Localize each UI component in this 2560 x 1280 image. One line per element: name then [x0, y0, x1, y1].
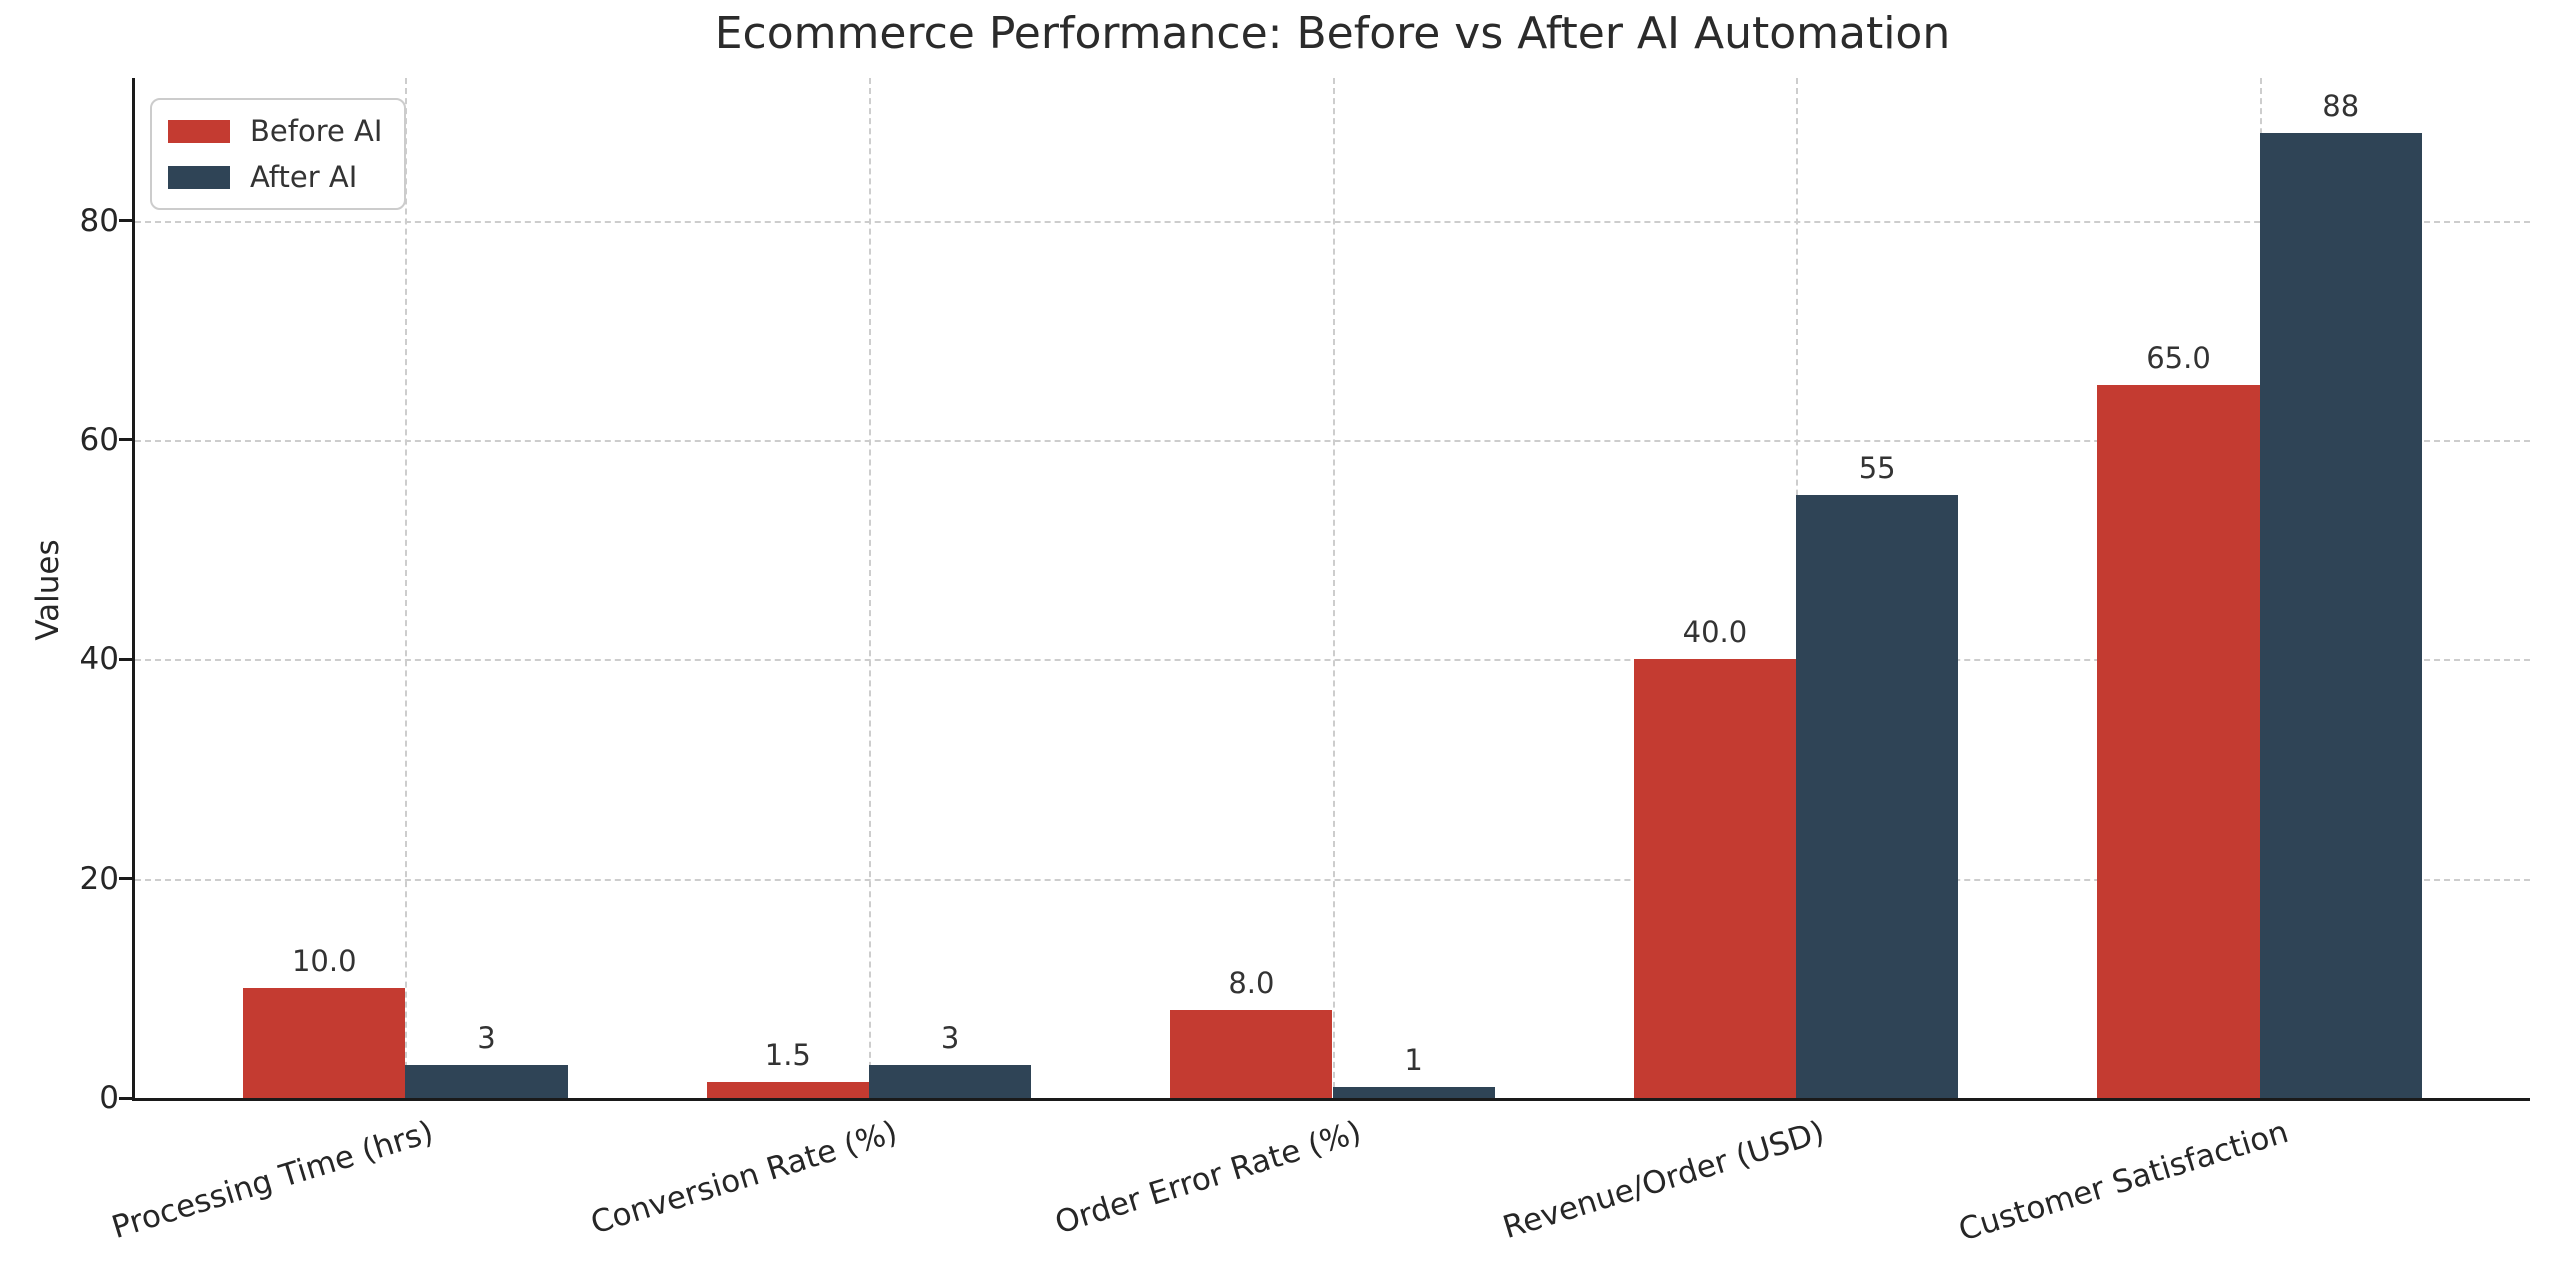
x-tick-label-3: Revenue/Order (USD): [1498, 1114, 1829, 1247]
y-tick-mark-80: [119, 219, 132, 223]
bar-value-label: 3: [477, 1021, 496, 1056]
bar-before-ai-3: [1633, 659, 1797, 1098]
bar-before-ai-0: [243, 988, 406, 1098]
legend-swatch-after-ai: [168, 165, 230, 189]
x-tick-label-0: Processing Time (hrs): [108, 1114, 438, 1247]
bar-value-label: 1.5: [764, 1037, 811, 1072]
bar-after-ai-1: [868, 1065, 1032, 1098]
bar-value-label: 3: [940, 1021, 960, 1056]
y-tick-label-20: 20: [79, 860, 119, 897]
x-tick-label-1: Conversion Rate (%): [586, 1114, 902, 1242]
bar-value-label: 88: [2322, 88, 2360, 123]
x-axis-spine: [132, 1098, 2530, 1101]
bar-after-ai-4: [2259, 132, 2422, 1098]
y-tick-label-60: 60: [79, 421, 119, 458]
legend: Before AI After AI: [150, 98, 407, 210]
y-tick-label-80: 80: [79, 202, 119, 239]
x-tick-label-4: Customer Satisfaction: [1954, 1114, 2293, 1249]
bar-before-ai-2: [1170, 1010, 1333, 1098]
v-gridline-1: [868, 78, 871, 1098]
y-tick-mark-60: [119, 438, 132, 442]
bar-before-ai-4: [2097, 385, 2260, 1098]
legend-swatch-before-ai: [168, 119, 230, 143]
legend-item-after-ai: After AI: [168, 160, 382, 194]
bar-value-label: 65.0: [2146, 341, 2211, 376]
bar-value-label: 8.0: [1228, 966, 1275, 1001]
bar-value-label: 55: [1858, 450, 1896, 485]
plot-area: 0 20 40 60 80 10.0 1.5 8.0 40.0 65.0 3 3 1 55 88 Proces…: [80, 78, 2530, 1249]
chart-title: Ecommerce Performance: Before vs After A…: [714, 8, 1951, 59]
y-tick-label-0: 0: [99, 1080, 119, 1116]
y-tick-mark-0: [119, 1096, 132, 1100]
bar-after-ai-2: [1332, 1087, 1495, 1098]
bar-value-label: 1: [1404, 1043, 1423, 1078]
v-gridline-0: [405, 78, 408, 1098]
v-gridline-2: [1332, 78, 1335, 1098]
bar-after-ai-3: [1796, 494, 1959, 1098]
y-tick-label-40: 40: [79, 641, 119, 678]
bar-value-label: 40.0: [1682, 615, 1748, 650]
y-axis-spine: [132, 78, 135, 1101]
bar-value-label: 10.0: [291, 944, 357, 979]
legend-label-before-ai: Before AI: [250, 114, 383, 148]
bar-after-ai-0: [405, 1065, 568, 1098]
legend-item-before-ai: Before AI: [168, 114, 382, 148]
y-tick-mark-20: [119, 877, 132, 881]
x-tick-label-2: Order Error Rate (%): [1050, 1114, 1366, 1242]
legend-label-after-ai: After AI: [250, 160, 358, 194]
bar-before-ai-1: [706, 1081, 869, 1098]
y-tick-mark-40: [119, 657, 132, 661]
